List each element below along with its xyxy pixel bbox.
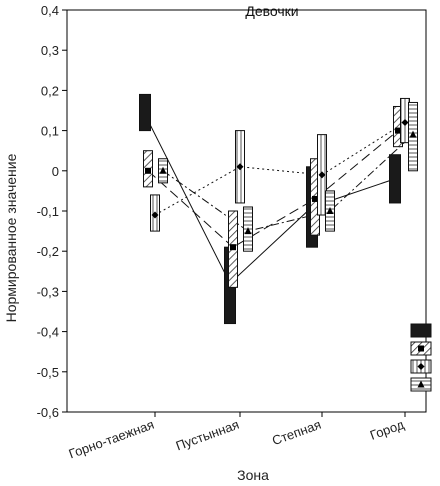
x-axis-title: Зона bbox=[237, 467, 269, 483]
y-tick-label: -0,5 bbox=[37, 365, 59, 380]
legend-swatch bbox=[410, 323, 432, 338]
legend-marker bbox=[417, 363, 425, 370]
y-tick-label: 0,1 bbox=[41, 124, 59, 139]
x-tick-label: Пустынная bbox=[174, 417, 241, 454]
data-point bbox=[326, 207, 334, 214]
y-tick-label: 0,4 bbox=[41, 3, 59, 18]
x-tick-label: Горно-таежная bbox=[67, 417, 156, 462]
series-line-4 bbox=[162, 134, 414, 232]
data-point bbox=[312, 195, 318, 202]
series-line-1 bbox=[144, 114, 396, 285]
x-tick-label: Город bbox=[368, 417, 407, 443]
data-point bbox=[145, 167, 151, 174]
x-axis: Горно-таежная Пустынная Степная Город bbox=[67, 412, 407, 462]
y-tick-label: -0,1 bbox=[37, 204, 59, 219]
y-tick-label: 0 bbox=[52, 164, 59, 179]
x-tick-label: Степная bbox=[270, 417, 323, 449]
data-point bbox=[230, 244, 236, 251]
y-tick-label: 0,2 bbox=[41, 83, 59, 98]
y-tick-label: -0,2 bbox=[37, 244, 59, 259]
y-tick-label: -0,6 bbox=[37, 405, 59, 420]
data-point bbox=[236, 163, 244, 171]
series-line-3 bbox=[154, 122, 406, 216]
data-point bbox=[151, 211, 159, 219]
range-box bbox=[389, 154, 401, 204]
data-point bbox=[244, 227, 252, 235]
data-point bbox=[409, 130, 417, 138]
y-axis: -0,6 -0,5 -0,4 -0,3 -0,2 -0,1 0 0,1 0,2 0,3 0,4 bbox=[37, 3, 67, 420]
legend-marker bbox=[417, 380, 425, 388]
y-axis-title: Нормированное значение bbox=[3, 153, 19, 322]
y-tick-label: -0,3 bbox=[37, 284, 59, 299]
y-tick-label: 0,3 bbox=[41, 43, 59, 58]
legend-marker bbox=[418, 345, 424, 352]
data-point bbox=[159, 166, 167, 174]
data-point bbox=[395, 127, 401, 134]
range-box bbox=[139, 93, 151, 132]
y-tick-label: -0,4 bbox=[37, 325, 59, 340]
chart-title: Девочки bbox=[245, 3, 298, 19]
data-point bbox=[318, 171, 326, 179]
series-line-2 bbox=[147, 130, 399, 248]
data-point bbox=[401, 119, 409, 127]
series-layer bbox=[139, 93, 418, 325]
legend bbox=[410, 323, 432, 392]
